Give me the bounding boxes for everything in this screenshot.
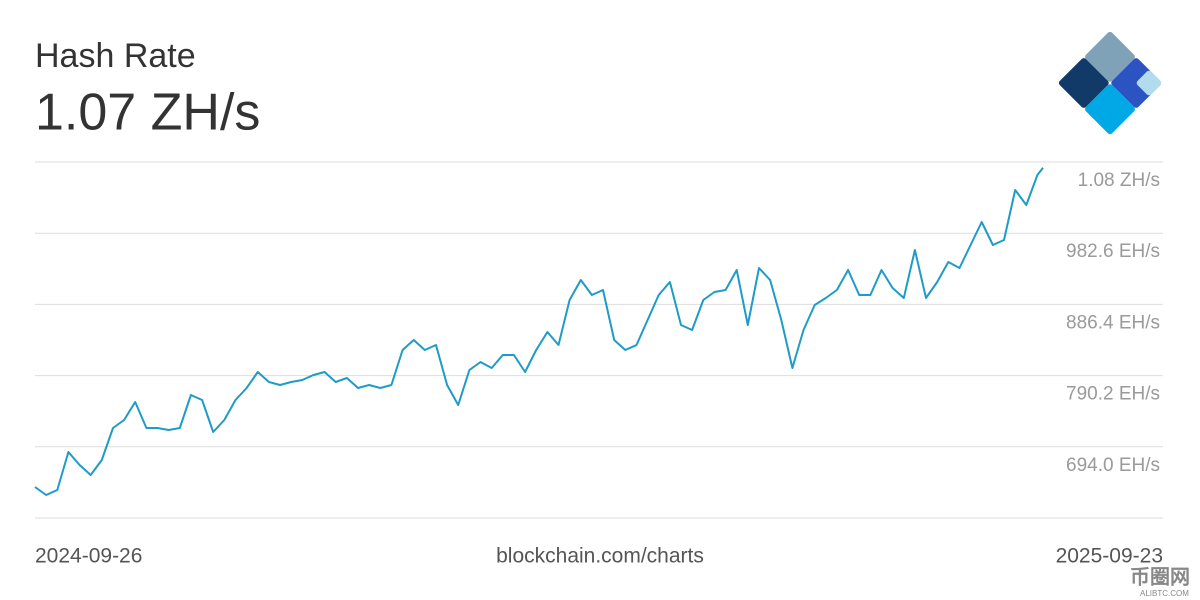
logo xyxy=(1058,31,1162,135)
line-series xyxy=(34,167,1044,496)
y-tick-label: 886.4 EH/s xyxy=(1066,312,1160,333)
watermark-site: ALIBTC.COM xyxy=(1140,589,1189,598)
y-tick-label: 982.6 EH/s xyxy=(1066,241,1160,262)
y-tick-label: 694.0 EH/s xyxy=(1066,455,1160,476)
y-tick-label: 1.08 ZH/s xyxy=(1078,170,1160,191)
watermark: 币圈网 xyxy=(1130,565,1190,588)
chart-title: Hash Rate xyxy=(35,37,196,75)
source: blockchain.com/charts xyxy=(496,545,704,568)
y-tick-label: 790.2 EH/s xyxy=(1066,384,1160,405)
x-tick-label: 2025-09-23 xyxy=(1056,545,1163,568)
headline-value: 1.07 ZH/s xyxy=(35,84,260,142)
x-tick-label: 2024-09-26 xyxy=(35,545,142,568)
